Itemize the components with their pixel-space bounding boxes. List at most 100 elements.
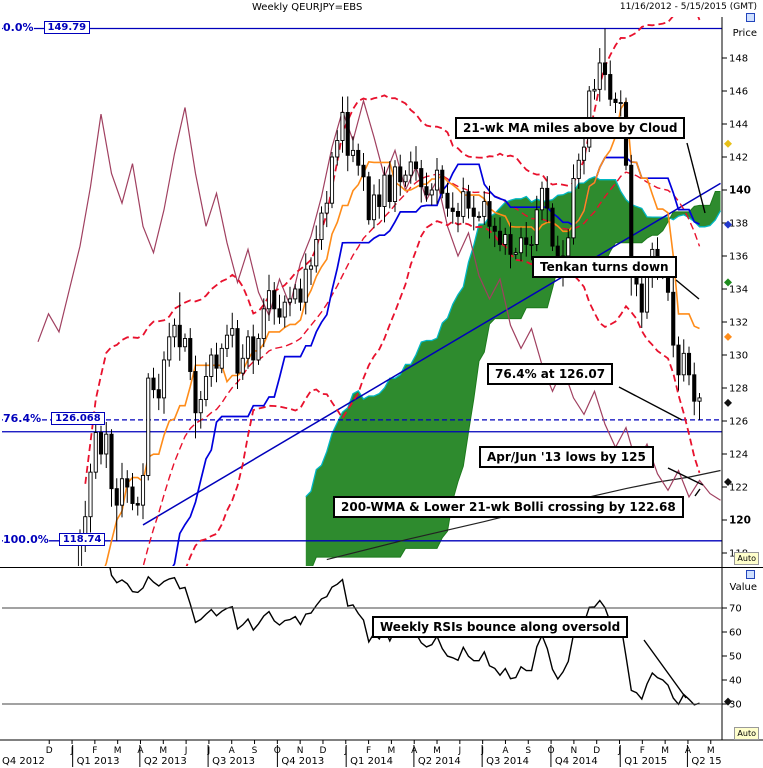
month-tick-label: D — [593, 746, 600, 756]
price-auto-scale-button[interactable]: Auto — [734, 552, 759, 565]
overlay-line — [37, 98, 721, 501]
price-tick-label: 120 — [729, 515, 751, 527]
annotation-pointer-line — [618, 386, 683, 421]
month-tick-label: A — [411, 746, 418, 756]
rsi-tick-label: 60 — [729, 628, 742, 639]
quarter-label: Q3 2013 — [212, 756, 255, 767]
annotation-box[interactable]: 76.4% at 126.07 — [487, 363, 614, 385]
rsi-tick-label: 50 — [729, 652, 742, 663]
month-tick-label: S — [252, 746, 258, 756]
annotation-box[interactable]: Tenkan turns down — [532, 256, 677, 278]
quarter-label: Q3 2014 — [486, 756, 529, 767]
price-tick-label: 146 — [729, 87, 748, 98]
rsi-tick-label: 30 — [729, 700, 742, 711]
annotation-pointer-line — [667, 467, 704, 486]
annotation-pointer-line — [675, 279, 700, 300]
quarter-label: Q4 2012 — [2, 756, 45, 767]
quarter-label: Q2 15 — [691, 756, 721, 767]
annotation-box[interactable]: 200-WMA & Lower 21-wk Bolli crossing by … — [333, 496, 684, 518]
annotation-pointer-line — [686, 142, 706, 214]
month-tick-label: J — [184, 746, 188, 756]
senkou-a-line — [305, 176, 722, 498]
quarter-label: Q4 2013 — [281, 756, 324, 767]
candles-series — [77, 28, 702, 566]
rsi-pane-menu-icon[interactable] — [746, 570, 755, 579]
quarter-label: Q2 2013 — [144, 756, 187, 767]
price-tick-label: 140 — [729, 185, 751, 197]
month-tick-label: F — [366, 746, 371, 756]
price-tick-label: 124 — [729, 450, 748, 461]
rsi-auto-scale-button[interactable]: Auto — [734, 727, 759, 740]
price-tick-label: 142 — [729, 153, 748, 164]
month-tick-label: J — [70, 746, 74, 756]
series-last-value-marker — [724, 332, 732, 341]
month-tick-label: J — [343, 746, 347, 756]
fib-level-100[interactable]: 100.0% 118.74 — [3, 533, 106, 546]
annotation-pointer-line — [694, 488, 701, 497]
month-tick-label: J — [458, 746, 462, 756]
price-pane-menu-icon[interactable] — [746, 13, 755, 22]
chart-title: Weekly QEURJPY=EBS — [252, 2, 363, 13]
month-tick-label: F — [640, 746, 645, 756]
ma-21-line — [142, 171, 701, 566]
month-tick-label: J — [617, 746, 621, 756]
quarter-label: Q1 2013 — [77, 756, 120, 767]
rsi-last-value-marker — [724, 697, 732, 706]
rsi-tick-label: 40 — [729, 676, 742, 687]
price-tick-label: 138 — [729, 219, 748, 230]
bollinger-upper — [84, 17, 701, 484]
month-tick-label: D — [46, 746, 53, 756]
ichimoku-cloud — [305, 176, 721, 566]
fib-level-76[interactable]: 76.4% 126.068 — [3, 412, 105, 425]
senkou-b-line — [312, 191, 721, 566]
price-tick-label: 148 — [729, 54, 748, 65]
annotation-box[interactable]: 21-wk MA miles above by Cloud — [455, 117, 686, 139]
month-tick-label: M — [114, 746, 122, 756]
quarter-label: Q2 2014 — [418, 756, 461, 767]
fib-100-percent-label: 100.0% — [3, 533, 49, 546]
quarter-label: Q1 2014 — [350, 756, 393, 767]
month-tick-label: D — [320, 746, 327, 756]
fib-level-0[interactable]: 0.0% 149.79 — [3, 21, 91, 34]
price-axis-label: Price — [732, 28, 757, 39]
quarter-label: Q1 2015 — [624, 756, 667, 767]
month-tick-label: F — [92, 746, 97, 756]
series-last-value-marker — [724, 220, 732, 229]
annotation-box[interactable]: Weekly RSIs bounce along oversold — [372, 616, 629, 638]
month-tick-label: N — [297, 746, 304, 756]
fib-100-price-value: 118.74 — [58, 533, 106, 546]
month-tick-label: A — [137, 746, 144, 756]
fib-76-percent-label: 76.4% — [3, 412, 42, 425]
quarter-label: Q4 2014 — [555, 756, 598, 767]
date-range: 11/16/2012 - 5/15/2015 (GMT) — [619, 2, 757, 12]
annotation-box[interactable]: Apr/Jun '13 lows by 125 — [479, 446, 654, 468]
month-tick-label: M — [707, 746, 715, 756]
trendline[interactable] — [142, 182, 721, 526]
price-pane[interactable] — [2, 5, 722, 768]
annotation-pointer-line — [643, 639, 687, 699]
series-last-value-marker — [724, 478, 732, 487]
series-last-value-marker — [724, 139, 732, 148]
value-axis-label: Value — [729, 582, 757, 593]
price-tick-label: 122 — [729, 483, 748, 494]
month-tick-label: M — [661, 746, 669, 756]
month-tick-label: M — [388, 746, 396, 756]
fib-0-percent-label: 0.0% — [3, 21, 34, 34]
kijun-line — [172, 156, 700, 566]
price-tick-label: 136 — [729, 252, 748, 263]
price-tick-label: 132 — [729, 318, 748, 329]
fib-76-price-value: 126.068 — [51, 412, 105, 425]
fib-0-price-value: 149.79 — [43, 21, 91, 34]
price-tick-label: 126 — [729, 417, 748, 428]
price-tick-label: 134 — [729, 285, 748, 296]
month-tick-label: M — [159, 746, 167, 756]
month-tick-label: A — [502, 746, 509, 756]
price-tick-label: 128 — [729, 384, 748, 395]
month-tick-label: S — [525, 746, 531, 756]
series-last-value-marker — [724, 278, 732, 287]
price-tick-label: 130 — [729, 351, 748, 362]
price-tick-label: 144 — [729, 120, 748, 131]
rsi-tick-label: 70 — [729, 604, 742, 615]
